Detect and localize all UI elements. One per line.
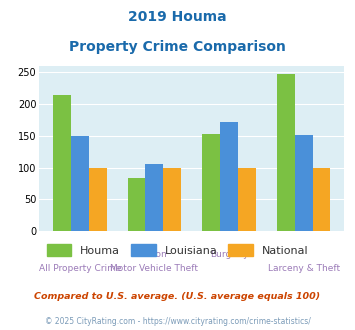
Bar <box>127 178 146 231</box>
Text: 2019 Houma: 2019 Houma <box>128 10 227 24</box>
Bar <box>202 134 220 231</box>
Text: © 2025 CityRating.com - https://www.cityrating.com/crime-statistics/: © 2025 CityRating.com - https://www.city… <box>45 317 310 326</box>
Text: Property Crime Comparison: Property Crime Comparison <box>69 40 286 53</box>
Text: All Property Crime: All Property Crime <box>39 264 121 273</box>
Text: Burglary: Burglary <box>210 250 248 259</box>
Bar <box>277 74 295 231</box>
Bar <box>163 168 181 231</box>
Bar <box>71 136 89 231</box>
Text: Compared to U.S. average. (U.S. average equals 100): Compared to U.S. average. (U.S. average … <box>34 292 321 301</box>
Bar <box>312 168 331 231</box>
Bar <box>89 168 106 231</box>
Bar <box>295 135 312 231</box>
Legend: Houma, Louisiana, National: Houma, Louisiana, National <box>42 240 313 260</box>
Bar <box>146 164 163 231</box>
Text: Arson: Arson <box>142 250 167 259</box>
Bar <box>220 122 238 231</box>
Text: Larceny & Theft: Larceny & Theft <box>268 264 340 273</box>
Bar <box>238 168 256 231</box>
Text: Motor Vehicle Theft: Motor Vehicle Theft <box>110 264 198 273</box>
Bar <box>53 95 71 231</box>
